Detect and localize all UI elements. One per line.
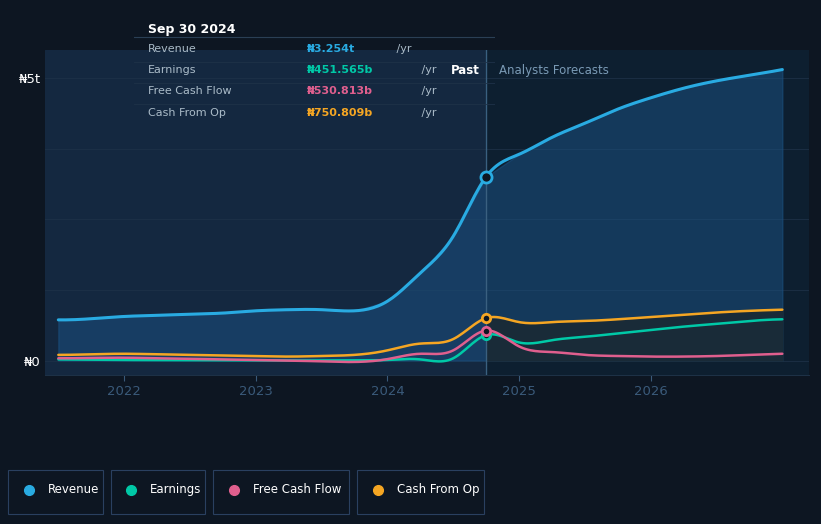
Text: ₦3.254t: ₦3.254t <box>307 43 355 53</box>
Text: Sep 30 2024: Sep 30 2024 <box>149 23 236 36</box>
Text: Earnings: Earnings <box>150 484 202 496</box>
Text: Earnings: Earnings <box>149 65 197 75</box>
Text: Free Cash Flow: Free Cash Flow <box>253 484 342 496</box>
Text: /yr: /yr <box>418 108 436 118</box>
Bar <box>45 50 486 375</box>
Text: Revenue: Revenue <box>48 484 99 496</box>
Text: Cash From Op: Cash From Op <box>397 484 479 496</box>
Text: Free Cash Flow: Free Cash Flow <box>149 86 232 96</box>
Bar <box>486 50 809 375</box>
Text: Past: Past <box>451 64 479 77</box>
Text: ₦530.813b: ₦530.813b <box>307 86 374 96</box>
Text: Analysts Forecasts: Analysts Forecasts <box>499 64 609 77</box>
Text: /yr: /yr <box>393 43 411 53</box>
Text: Revenue: Revenue <box>149 43 197 53</box>
Text: ₦750.809b: ₦750.809b <box>307 108 374 118</box>
Text: /yr: /yr <box>418 65 436 75</box>
Text: ₦451.565b: ₦451.565b <box>307 65 374 75</box>
Text: Cash From Op: Cash From Op <box>149 108 226 118</box>
Text: /yr: /yr <box>418 86 436 96</box>
